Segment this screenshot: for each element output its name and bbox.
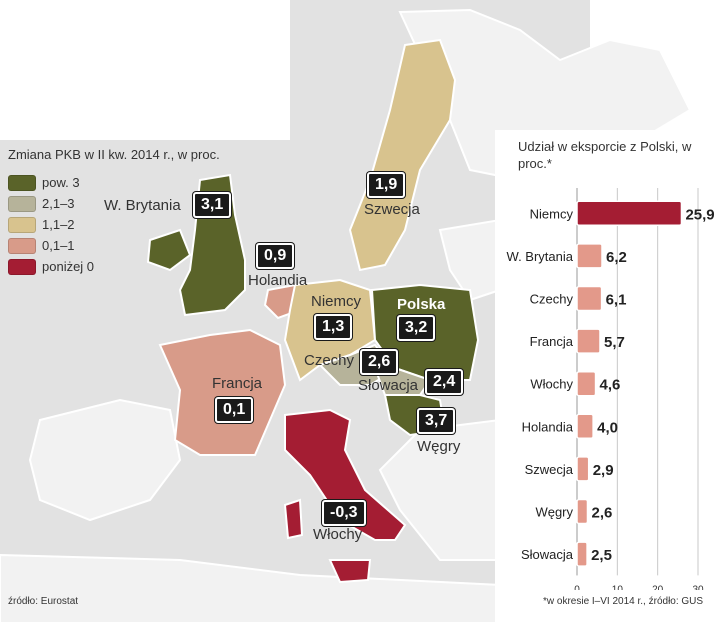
legend-swatch — [8, 237, 36, 254]
bar — [576, 456, 590, 482]
land-ireland — [146, 228, 192, 272]
value-label: 2,5 — [591, 547, 612, 564]
category-label: Francja — [530, 334, 574, 349]
category-label: Włochy — [530, 377, 573, 392]
country-france — [158, 328, 287, 456]
category-label: Holandia — [522, 419, 574, 434]
label-uk: W. Brytania — [104, 197, 181, 214]
x-tick-label: 10 — [612, 584, 624, 590]
value-uk: 3,1 — [193, 192, 232, 218]
value-label: 6,1 — [606, 292, 627, 309]
value-poland: 3,2 — [397, 315, 436, 341]
chart-title: Udział w eksporcie z Polski, w proc.* — [518, 139, 692, 171]
value-italy: -0,3 — [322, 500, 366, 526]
value-label: 5,7 — [604, 334, 625, 351]
legend-item: pow. 3 — [8, 172, 94, 193]
legend-label: 0,1–1 — [42, 238, 75, 253]
category-label: Czechy — [530, 292, 574, 307]
land-iberia — [28, 398, 182, 522]
x-tick-label: 30 — [692, 584, 704, 590]
legend-item: 1,1–2 — [8, 214, 94, 235]
country-italy — [284, 408, 407, 541]
category-label: Niemcy — [530, 206, 574, 221]
value-czechia: 2,6 — [360, 349, 399, 375]
legend-swatch — [8, 258, 36, 275]
map-source: źródło: Eurostat — [8, 596, 79, 607]
label-france: Francja — [212, 375, 263, 392]
label-germany: Niemcy — [311, 293, 362, 310]
bar — [576, 328, 601, 354]
value-label: 4,6 — [600, 377, 621, 394]
bar — [576, 243, 603, 269]
land-baltic — [438, 218, 501, 302]
label-slovakia: Słowacja — [358, 377, 419, 394]
label-poland: Polska — [397, 296, 446, 313]
x-tick-label: 0 — [574, 584, 580, 590]
label-czechia: Czechy — [304, 352, 355, 369]
value-sweden: 1,9 — [367, 172, 406, 198]
legend-label: pow. 3 — [42, 175, 80, 190]
country-sicily — [328, 559, 372, 584]
value-label: 2,9 — [593, 462, 614, 479]
label-sweden: Szwecja — [364, 201, 420, 218]
map-legend: pow. 3 2,1–3 1,1–2 0,1–1 poniżej 0 — [8, 172, 94, 277]
value-france: 0,1 — [215, 397, 254, 423]
legend-label: 1,1–2 — [42, 217, 75, 232]
value-label: 4,0 — [597, 419, 618, 436]
legend-swatch — [8, 195, 36, 212]
legend-item: 2,1–3 — [8, 193, 94, 214]
bar — [576, 200, 683, 227]
map-legend-title: Zmiana PKB w II kw. 2014 r., w proc. — [8, 147, 220, 162]
bar — [576, 285, 603, 312]
value-germany: 1,3 — [314, 314, 353, 340]
bar — [576, 541, 588, 567]
country-sardinia — [283, 498, 304, 540]
export-bar-chart: 0 10 20 30 Niemcy 25,9 W. Brytania 6,2 Czechy 6,1… — [507, 188, 715, 590]
category-label: Węgry — [535, 505, 573, 520]
bar — [576, 413, 594, 440]
value-label: 6,2 — [606, 249, 627, 266]
value-label: 25,9 — [685, 206, 714, 223]
legend-swatch — [8, 216, 36, 233]
value-label: 2,6 — [591, 505, 612, 522]
category-label: Szwecja — [525, 462, 574, 477]
label-netherlands: Holandia — [248, 272, 308, 289]
legend-swatch — [8, 174, 36, 191]
category-label: W. Brytania — [507, 249, 574, 264]
value-netherlands: 0,9 — [256, 243, 295, 269]
x-tick-label: 20 — [652, 584, 664, 590]
value-slovakia: 2,4 — [425, 369, 464, 395]
value-hungary: 3,7 — [417, 408, 456, 434]
legend-label: 2,1–3 — [42, 196, 75, 211]
label-italy: Włochy — [313, 526, 363, 543]
bar — [576, 498, 589, 525]
country-sweden — [348, 38, 457, 272]
label-hungary: Węgry — [417, 438, 461, 455]
category-label: Słowacja — [521, 547, 574, 562]
legend-item: 0,1–1 — [8, 235, 94, 256]
chart-note: *w okresie I–VI 2014 r., źródło: GUS — [543, 596, 704, 607]
legend-label: poniżej 0 — [42, 259, 95, 274]
legend-item: poniżej 0 — [8, 256, 94, 277]
bar — [576, 370, 597, 397]
